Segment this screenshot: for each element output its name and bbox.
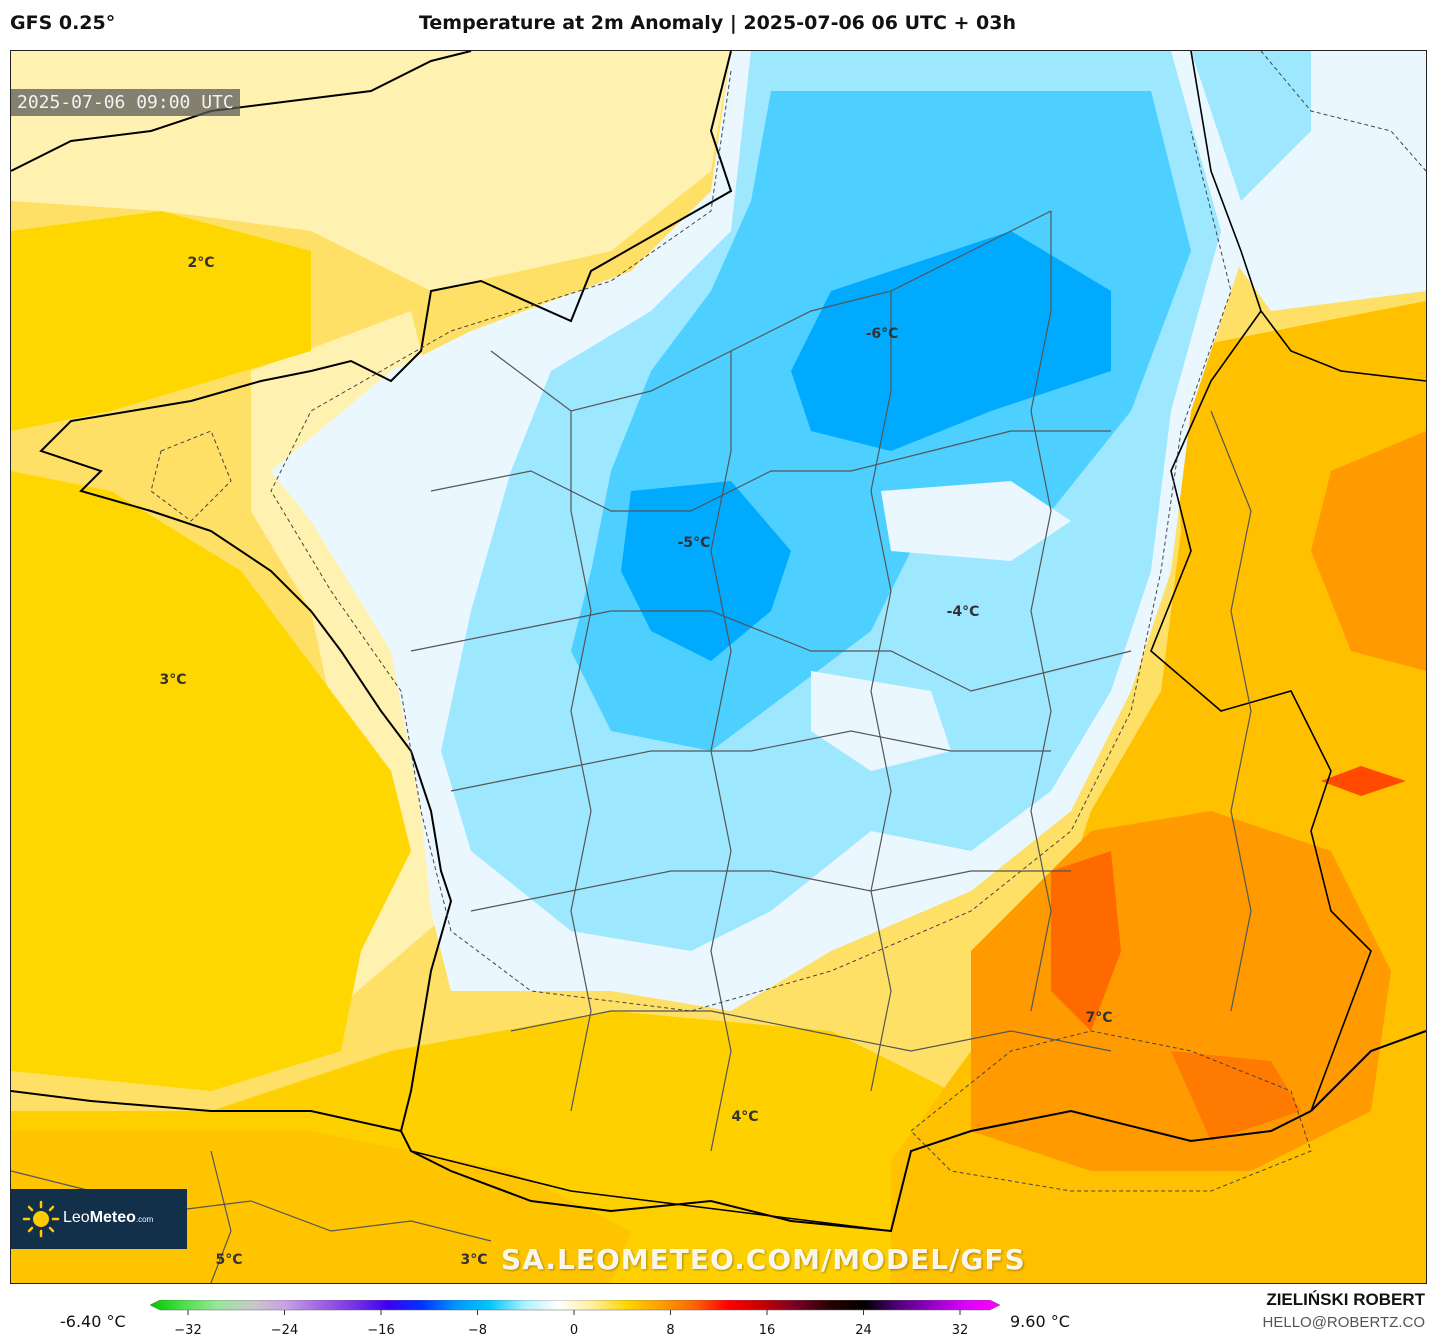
author-name: ZIELIŃSKI ROBERT [1266,1290,1425,1309]
colorbar-ticks: −32 −24 −16 −8 0 8 16 24 32 [174,1310,968,1338]
coastline-britain [11,51,472,172]
alps-hot-spot [1321,766,1406,796]
watermark-url: SA.LEOMETEO.COM/MODEL/GFS [501,1243,1026,1276]
border-pyrenees [410,1150,892,1232]
colorbar-max-label: 9.60 °C [1010,1312,1070,1331]
contour-label-3-south: 3°C [460,1252,488,1268]
colorbar-tick-label: −16 [367,1323,394,1338]
logo-badge: LeoMeteo.com [11,1189,187,1249]
contour-label-7: 7°C [1085,1010,1113,1026]
colorbar-tick-label: 32 [952,1323,969,1338]
coldest-zone-north [791,231,1111,451]
colorbar-tick-label: −24 [271,1323,298,1338]
contour-label-minus-5: -5°C [677,535,711,551]
model-label: GFS 0.25° [10,12,116,34]
coastline-italy [1310,1030,1426,1112]
valid-time-box: 2025-07-06 09:00 UTC [11,89,240,116]
regional-borders [11,210,1252,1283]
contour-lines [150,51,1426,1192]
cold-pocket-east [881,481,1071,561]
atlantic-warm-zone [11,211,311,431]
contour-label-minus-6: -6°C [865,326,899,342]
swiss-hot-zone [1311,431,1426,671]
contour-label-minus-4: -4°C [946,604,980,620]
rhone-hottest-zone [1051,851,1121,1031]
contour-label-2: 2°C [187,255,215,271]
colorbar-tick-label: 8 [666,1323,674,1338]
contour-label-4: 4°C [731,1109,759,1125]
colorbar-tick-label: 24 [855,1323,872,1338]
logo-wordmark: LeoMeteo.com [63,1209,154,1226]
colorbar-tick-label: 16 [759,1323,776,1338]
border-east [1150,310,1372,1112]
colorbar-tick-label: −32 [174,1323,201,1338]
contour-label-3-atlantic: 3°C [159,672,187,688]
colorbar-gradient [150,1300,1001,1311]
colorbar-tick-label: −8 [468,1323,487,1338]
coastline-iberia [11,1090,402,1132]
biscay-warm-zone [11,471,411,1091]
chart-title: Temperature at 2m Anomaly | 2025-07-06 0… [418,12,1017,34]
colorbar-min-label: -6.40 °C [60,1312,126,1331]
map-panel: 2025-07-06 09:00 UTC 2°C 3°C -6°C -5°C -… [10,50,1427,1284]
cold-pocket-massif [811,671,951,771]
anomaly-map [11,51,1426,1283]
provence-hot-zone [1171,1051,1301,1141]
coastline-france [39,51,1312,1233]
sun-icon [22,1200,60,1238]
coldest-zone-center [621,481,791,661]
colorbar-tick-label: 0 [570,1323,578,1338]
author-email: HELLO@ROBERTZ.CO [1262,1314,1425,1331]
contour-label-5: 5°C [215,1252,243,1268]
colorbar: −32 −24 −16 −8 0 8 16 24 32 [150,1300,1001,1338]
